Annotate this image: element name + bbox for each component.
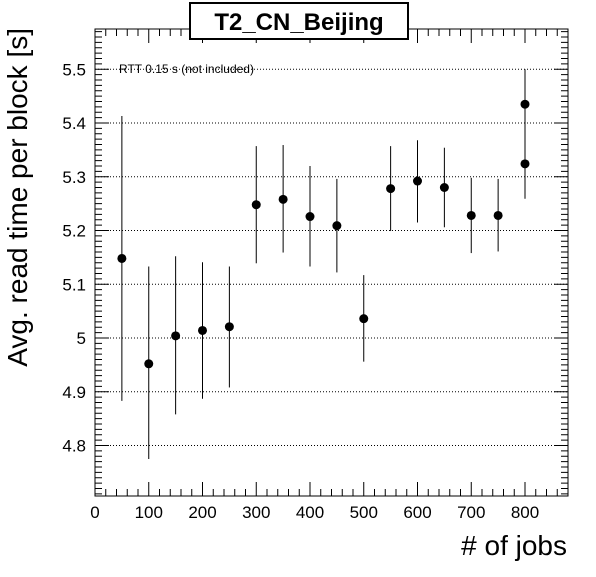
y-tick-label: 5.2 [62,222,86,241]
data-point [278,194,288,204]
x-tick-label: 500 [350,503,378,522]
data-point [117,253,127,263]
data-point [386,184,396,194]
axis-ticks [94,29,569,496]
data-point [305,212,315,222]
data-point [171,331,181,341]
x-tick-label: 600 [403,503,431,522]
x-axis-label: # of jobs [461,530,567,561]
data-point [251,200,261,210]
y-tick-label: 5 [77,329,86,348]
y-tick-label: 5.3 [62,168,86,187]
chart-title: T2_CN_Beijing [214,9,383,36]
title-box [189,2,409,40]
x-tick-label: 300 [242,503,270,522]
x-tick-label: 200 [188,503,216,522]
data-point [144,359,154,369]
data-point [198,325,207,335]
data-point [493,210,503,220]
annotation-text: RTT 0.15 s (not included) [119,62,254,76]
y-tick-label: 5.4 [62,114,86,133]
y-tick-label: 5.1 [62,275,86,294]
x-tick-label: 700 [457,503,485,522]
y-tick-label: 4.9 [62,383,86,402]
data-point [413,176,422,186]
y-tick-label: 4.8 [62,437,86,456]
x-tick-label: 800 [511,503,539,522]
data-points [117,69,530,459]
x-tick-label: 0 [90,503,99,522]
data-point [224,322,234,332]
x-tick-label: 100 [135,503,163,522]
y-tick-label: 5.5 [62,60,86,79]
y-axis-label: Avg. read time per block [s] [2,28,33,367]
x-tick-labels: 0 100 200 300 400 500 600 700 800 [90,503,539,522]
y-tick-labels: 4.8 4.9 5 5.1 5.2 5.3 5.4 5.5 [62,60,86,455]
data-point [332,221,342,231]
data-point [520,99,530,109]
data-point [439,183,449,192]
data-point [466,210,476,220]
data-point [359,314,369,324]
data-point [520,159,530,169]
x-tick-label: 400 [296,503,324,522]
